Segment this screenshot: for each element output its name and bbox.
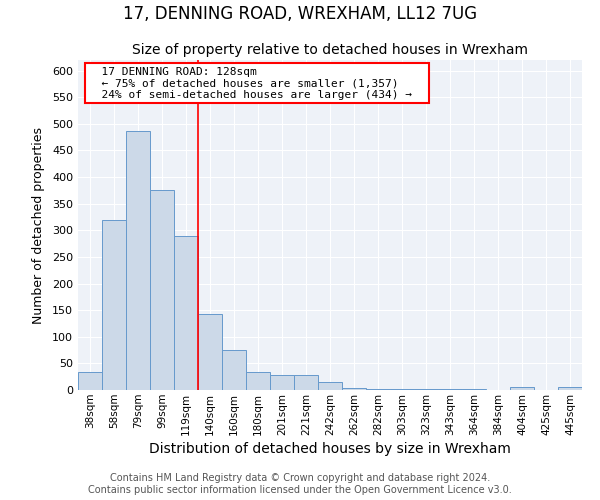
- Bar: [558, 387, 582, 390]
- Text: Contains HM Land Registry data © Crown copyright and database right 2024.
Contai: Contains HM Land Registry data © Crown c…: [88, 474, 512, 495]
- Bar: [342, 388, 366, 390]
- Bar: [414, 389, 438, 390]
- Text: 17 DENNING ROAD: 128sqm  
  ← 75% of detached houses are smaller (1,357)  
  24%: 17 DENNING ROAD: 128sqm ← 75% of detache…: [88, 66, 425, 100]
- Bar: [390, 389, 414, 390]
- Bar: [150, 190, 174, 390]
- Bar: [126, 131, 150, 390]
- Bar: [366, 389, 390, 390]
- Bar: [270, 374, 294, 390]
- Bar: [510, 387, 534, 390]
- Bar: [294, 374, 318, 390]
- Bar: [174, 236, 198, 390]
- Y-axis label: Number of detached properties: Number of detached properties: [32, 126, 45, 324]
- Bar: [318, 382, 342, 390]
- Bar: [78, 372, 102, 390]
- Bar: [462, 389, 486, 390]
- Bar: [222, 350, 246, 390]
- Bar: [246, 372, 270, 390]
- Bar: [438, 389, 462, 390]
- Text: 17, DENNING ROAD, WREXHAM, LL12 7UG: 17, DENNING ROAD, WREXHAM, LL12 7UG: [123, 5, 477, 23]
- Bar: [102, 220, 126, 390]
- Title: Size of property relative to detached houses in Wrexham: Size of property relative to detached ho…: [132, 44, 528, 58]
- X-axis label: Distribution of detached houses by size in Wrexham: Distribution of detached houses by size …: [149, 442, 511, 456]
- Bar: [198, 314, 222, 390]
